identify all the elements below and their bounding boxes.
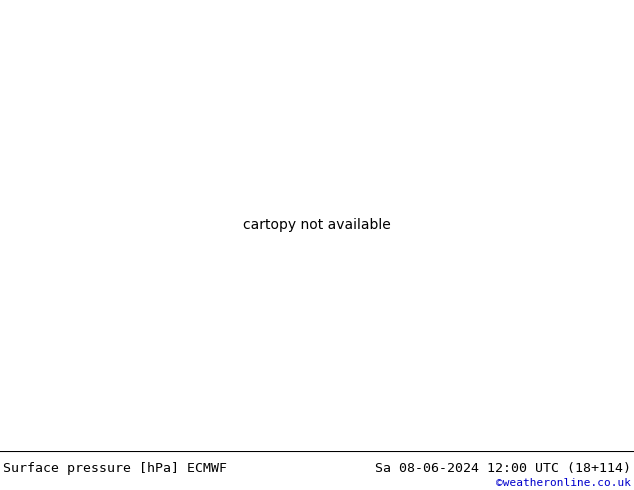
Text: cartopy not available: cartopy not available	[243, 219, 391, 232]
Text: ©weatheronline.co.uk: ©weatheronline.co.uk	[496, 478, 631, 488]
Text: Sa 08-06-2024 12:00 UTC (18+114): Sa 08-06-2024 12:00 UTC (18+114)	[375, 462, 631, 475]
Text: Surface pressure [hPa] ECMWF: Surface pressure [hPa] ECMWF	[3, 462, 227, 475]
